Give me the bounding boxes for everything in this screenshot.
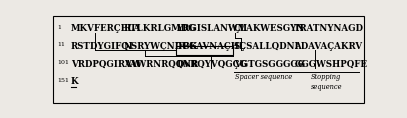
Text: 101: 101 bbox=[57, 60, 69, 65]
Text: SÇSALLQDNI: SÇSALLQDNI bbox=[234, 42, 300, 51]
Text: ÇLAKWESGYN: ÇLAKWESGYN bbox=[234, 24, 305, 33]
Text: NSRYWÇNDGK: NSRYWÇNDGK bbox=[124, 42, 198, 51]
Text: MKVFERÇELA: MKVFERÇELA bbox=[71, 24, 141, 33]
Text: VRDPQGIRAW: VRDPQGIRAW bbox=[71, 59, 141, 69]
Text: GGGWSHPQFE: GGGWSHPQFE bbox=[294, 59, 367, 69]
Text: Spacer sequence: Spacer sequence bbox=[235, 73, 292, 81]
Text: RTLKRLGMDG: RTLKRLGMDG bbox=[124, 24, 196, 33]
Bar bbox=[176, 46, 233, 55]
Text: 151: 151 bbox=[57, 78, 69, 83]
Text: Stopping
sequence: Stopping sequence bbox=[311, 73, 342, 91]
Text: TPGAVNAÇHL: TPGAVNAÇHL bbox=[176, 42, 246, 51]
Text: TRATNYNAGD: TRATNYNAGD bbox=[294, 24, 364, 33]
Text: VAWRNRQQNR: VAWRNRQQNR bbox=[124, 59, 198, 69]
Text: ADAVAÇAKRV: ADAVAÇAKRV bbox=[294, 42, 362, 51]
Text: K: K bbox=[71, 77, 79, 86]
Text: DVRQYVQGÇG: DVRQYVQGÇG bbox=[176, 59, 247, 69]
Text: VGTGSGGGGG: VGTGSGGGGG bbox=[234, 59, 305, 69]
Text: 1: 1 bbox=[57, 25, 61, 30]
Text: 11: 11 bbox=[57, 42, 65, 48]
Text: YRGISLANWM: YRGISLANWM bbox=[176, 24, 247, 33]
Text: RSTDYGIFQI: RSTDYGIFQI bbox=[71, 42, 134, 51]
